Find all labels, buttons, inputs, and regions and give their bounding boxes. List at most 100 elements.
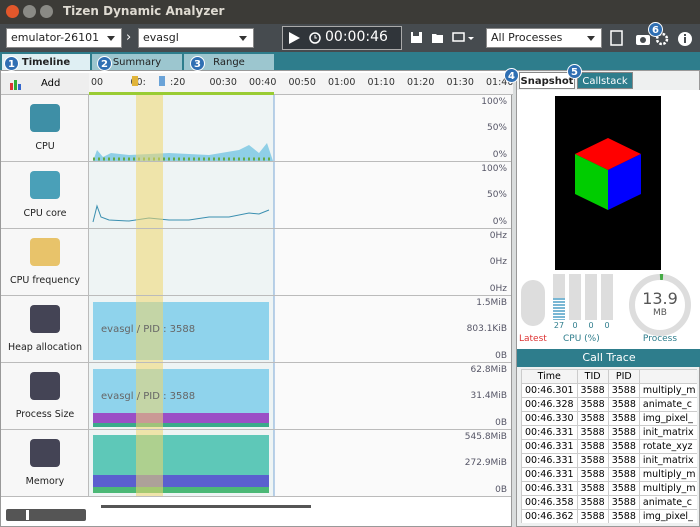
cpu-bar-fill (553, 298, 565, 320)
axis-label: 0% (492, 150, 507, 160)
trace-cell: 3588 (607, 509, 640, 523)
trace-cell: 3588 (607, 425, 640, 440)
range-end-marker[interactable] (159, 76, 165, 86)
trace-cell: 00:46.331 (521, 439, 578, 454)
row-icon (30, 439, 60, 467)
axis-label: 0Hz (489, 284, 507, 294)
trace-row[interactable]: 00:46.331 3588 3588 init_matrix (521, 425, 697, 440)
row-label: CPU core (23, 208, 67, 219)
play-button[interactable] (287, 31, 301, 45)
trace-cell: 00:46.331 (521, 425, 578, 440)
step-badge: 6 (648, 22, 663, 37)
axis-label: 803.1KiB (466, 324, 507, 334)
row-icon (30, 305, 60, 333)
trace-row[interactable]: 00:46.331 3588 3588 multiply_m (521, 467, 697, 482)
trace-row[interactable]: 00:46.362 3588 3588 img_pixel_ (521, 509, 697, 523)
trace-cell: rotate_xyz (638, 439, 697, 454)
axis-label: 0B (495, 485, 507, 495)
column-header: TID (576, 369, 609, 384)
chart-icon (10, 80, 21, 90)
range-tab[interactable]: Range (184, 54, 274, 71)
call-trace-table-area: Time TID PID 00:46.301 3588 3588 multiply_m 00:… (521, 369, 697, 523)
ruler-label: 01:10 (367, 77, 395, 88)
row-label-cell: CPU frequency (1, 229, 89, 296)
cpu-label: CPU (%) (563, 334, 600, 344)
trace-cell: 00:46.301 (521, 383, 578, 398)
ruler-progress (89, 92, 274, 95)
timer: 00:00:46 (325, 29, 388, 45)
snapshot-tab[interactable]: Snapshot (519, 72, 575, 89)
range-start-marker[interactable] (132, 76, 138, 86)
memory-label: Process (642, 334, 678, 344)
trace-cell: init_matrix (638, 425, 697, 440)
ruler-label: 00:40 (249, 77, 277, 88)
latest-label: Latest (519, 334, 547, 344)
trace-row[interactable]: 00:46.301 3588 3588 multiply_m (521, 383, 697, 398)
row-label-cell: CPU (1, 95, 89, 162)
chart-rows: CPU 100% 50% 0% CPU core 100% 50% 0% CPU frequen… (1, 95, 513, 499)
ruler-label: 01:00 (328, 77, 356, 88)
scrollbar[interactable] (101, 505, 311, 508)
elapsed-bg (89, 229, 274, 296)
close-button[interactable] (6, 5, 19, 18)
row-label: Process Size (15, 409, 75, 420)
app-combo[interactable]: evasgl (138, 28, 254, 48)
trace-cell: 3588 (576, 495, 609, 510)
trace-cell: 3588 (576, 425, 609, 440)
memory-value: 13.9 (642, 289, 678, 308)
tool-icons[interactable] (607, 29, 697, 47)
screenshot (555, 96, 661, 270)
process-combo[interactable]: All Processes (486, 28, 602, 48)
axis-label: 50% (486, 123, 507, 133)
row-chart (89, 296, 511, 363)
summary-tab[interactable]: Summary (92, 54, 182, 71)
step-badge: 1 (4, 56, 19, 71)
trace-row[interactable]: 00:46.331 3588 3588 multiply_m (521, 481, 697, 496)
trace-row[interactable]: 00:46.358 3588 3588 animate_c (521, 495, 697, 510)
row-icon (30, 372, 60, 400)
axis-label: 1.5MiB (476, 298, 507, 308)
trace-cell: 3588 (576, 397, 609, 412)
trace-row[interactable]: 00:46.328 3588 3588 animate_c (521, 397, 697, 412)
ruler-markers (89, 76, 274, 95)
minimize-button[interactable] (23, 5, 36, 18)
column-header (638, 369, 697, 384)
row-icon (30, 104, 60, 132)
chart-shape (92, 204, 270, 223)
trace-cell: 00:46.330 (521, 411, 578, 426)
title-bar: Tizen Dynamic Analyzer (0, 0, 700, 24)
snapshot-area: Latest 27 0 0 0 CPU (%) 13.9 MB Process (517, 90, 700, 350)
axis-label: 100% (481, 97, 507, 107)
ruler-label: 00 (91, 77, 104, 88)
row-icon (30, 171, 60, 199)
trace-row[interactable]: 00:46.330 3588 3588 img_pixel_ (521, 411, 697, 426)
axis-label: 272.9MiB (464, 458, 507, 468)
trace-cell: img_pixel_ (638, 411, 697, 426)
zoom-slider[interactable] (6, 509, 86, 521)
ruler-label: 00: (130, 77, 146, 88)
trace-cell: 3588 (607, 481, 640, 496)
trace-cell: 00:46.362 (521, 509, 578, 523)
timeline-tab[interactable]: Timeline (2, 54, 90, 71)
trace-row[interactable]: 00:46.331 3588 3588 rotate_xyz (521, 439, 697, 454)
row-label-cell: CPU core (1, 162, 89, 229)
ruler-label: 00:30 (209, 77, 237, 88)
chart-shape (93, 487, 269, 493)
axis-label: 0Hz (489, 231, 507, 241)
file-icons[interactable] (410, 30, 480, 46)
add-button[interactable]: Add (41, 78, 61, 89)
row-label-cell: Heap allocation (1, 296, 89, 363)
axis-label: 0B (495, 351, 507, 361)
trace-row[interactable]: 00:46.331 3588 3588 init_matrix (521, 453, 697, 468)
device-combo[interactable]: emulator-26101 (6, 28, 122, 48)
callstack-tab[interactable]: Callstack (577, 72, 633, 89)
column-header: Time (521, 369, 578, 384)
call-trace-table: Time TID PID 00:46.301 3588 3588 multiply_m 00:… (521, 369, 697, 523)
selection-band (136, 162, 163, 229)
row-label-cell: Process Size (1, 363, 89, 430)
prev-button[interactable] (521, 280, 545, 326)
maximize-button[interactable] (40, 5, 53, 18)
axis-label: 545.8MiB (464, 432, 507, 442)
elapsed-bg (89, 162, 274, 229)
